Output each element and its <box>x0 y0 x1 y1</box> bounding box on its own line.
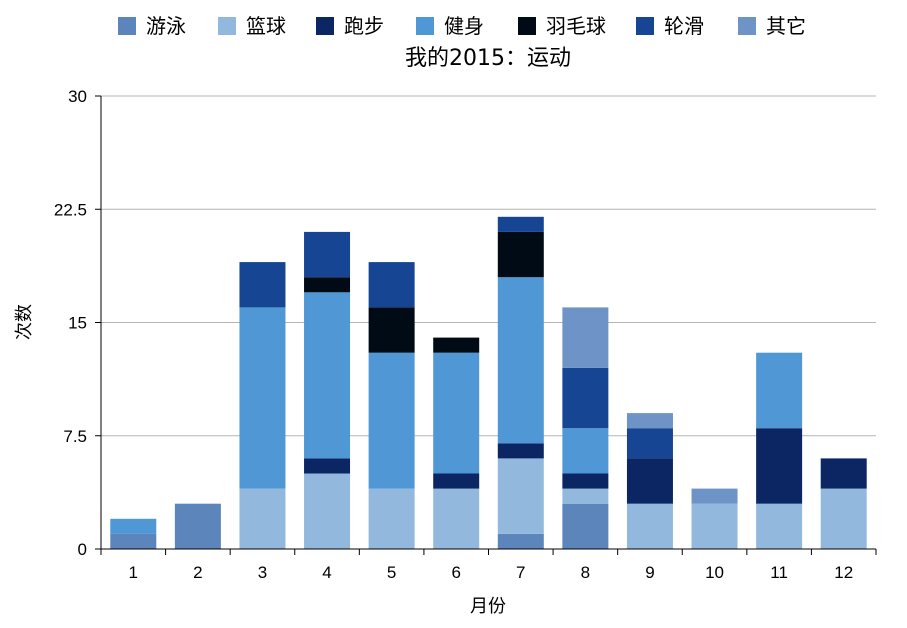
x-tick-label: 8 <box>581 563 590 582</box>
bar-segment <box>562 488 609 504</box>
legend-swatch <box>636 17 654 35</box>
bar-segment <box>497 277 544 444</box>
bar-segment <box>820 458 867 489</box>
y-tick-labels: 0 7.5 15 22.5 30 <box>54 87 101 559</box>
x-tick-label: 9 <box>645 563 654 582</box>
bar-segment <box>433 352 480 474</box>
legend-swatch <box>518 17 536 35</box>
bar-segment <box>110 518 157 534</box>
y-tick-label: 7.5 <box>63 427 87 446</box>
x-tick-label: 3 <box>258 563 267 582</box>
y-tick-label: 30 <box>68 87 87 106</box>
bar-segment <box>756 428 803 504</box>
y-tick-label: 22.5 <box>54 200 87 219</box>
x-axis-label: 月份 <box>470 596 506 617</box>
x-tick-label: 10 <box>705 563 724 582</box>
bar-segment <box>626 458 673 504</box>
bar-segment <box>239 307 286 489</box>
bar-segment <box>562 428 609 474</box>
bar-segment <box>562 503 609 549</box>
legend-swatch <box>218 17 236 35</box>
bar-segment <box>368 307 415 353</box>
bar-segment <box>174 503 221 549</box>
legend-item: 跑步 <box>316 14 384 38</box>
x-tick-label: 11 <box>770 563 788 582</box>
bar-segment <box>304 458 351 474</box>
bar-segment <box>239 488 286 549</box>
y-tick-label: 15 <box>68 314 87 333</box>
legend-swatch <box>118 17 136 35</box>
legend: 游泳 篮球 跑步 健身 羽毛球 轮滑 其它 <box>118 14 806 38</box>
x-tick-label: 6 <box>451 563 460 582</box>
bar-segment <box>304 277 351 293</box>
bar-segment <box>433 488 480 549</box>
bar-segment <box>626 428 673 459</box>
x-tick-label: 1 <box>129 563 138 582</box>
bar-segment <box>756 352 803 429</box>
bar-segment <box>562 473 609 489</box>
bar-segment <box>433 337 480 353</box>
legend-label: 篮球 <box>246 14 286 38</box>
legend-item: 轮滑 <box>636 14 704 38</box>
legend-label: 轮滑 <box>664 14 704 38</box>
legend-item: 游泳 <box>118 14 186 38</box>
legend-label: 跑步 <box>344 14 384 38</box>
y-tick-label: 0 <box>78 540 87 559</box>
bar-segment <box>110 533 157 549</box>
bar-segment <box>368 262 415 308</box>
legend-label: 健身 <box>444 14 484 38</box>
bar-segment <box>497 216 544 232</box>
bar-segment <box>626 413 673 429</box>
bar-segment <box>497 443 544 459</box>
bar-segment <box>691 488 738 504</box>
bars <box>110 216 867 549</box>
bar-segment <box>304 292 351 459</box>
gridlines <box>101 95 876 437</box>
bar-segment <box>497 231 544 278</box>
bar-segment <box>562 307 609 368</box>
legend-item: 其它 <box>738 14 806 38</box>
bar-segment <box>433 473 480 489</box>
bar-segment <box>368 488 415 549</box>
bar-segment <box>304 231 351 278</box>
legend-item: 篮球 <box>218 14 286 38</box>
legend-label: 游泳 <box>146 14 186 38</box>
legend-item: 健身 <box>416 14 484 38</box>
x-tick-label: 5 <box>387 563 396 582</box>
legend-label: 其它 <box>766 14 806 38</box>
bar-segment <box>497 458 544 534</box>
x-tick-label: 4 <box>322 563 331 582</box>
legend-label: 羽毛球 <box>546 14 606 38</box>
bar-segment <box>756 503 803 549</box>
bar-segment <box>626 503 673 549</box>
bar-segment <box>304 473 351 549</box>
y-axis-label: 次数 <box>14 304 35 340</box>
chart-title: 我的2015：运动 <box>405 46 571 71</box>
bar-segment <box>691 503 738 549</box>
legend-swatch <box>316 17 334 35</box>
bar-segment <box>820 488 867 549</box>
legend-swatch <box>738 17 756 35</box>
bar-segment <box>239 262 286 308</box>
x-tick-label: 12 <box>834 563 853 582</box>
x-tick-label: 2 <box>193 563 202 582</box>
bar-segment <box>497 533 544 549</box>
legend-item: 羽毛球 <box>518 14 606 38</box>
x-tick-label: 7 <box>516 563 525 582</box>
bar-segment <box>368 352 415 489</box>
legend-swatch <box>416 17 434 35</box>
bar-segment <box>562 367 609 429</box>
x-tick-labels: 1 2 3 4 5 6 7 8 9 10 11 12 <box>100 549 877 582</box>
